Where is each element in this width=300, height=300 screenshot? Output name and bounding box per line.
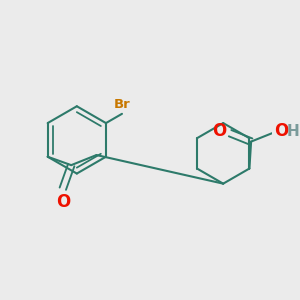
Text: Br: Br	[114, 98, 130, 111]
Text: O: O	[274, 122, 288, 140]
Text: H: H	[286, 124, 299, 139]
Text: O: O	[56, 193, 70, 211]
Text: O: O	[212, 122, 227, 140]
